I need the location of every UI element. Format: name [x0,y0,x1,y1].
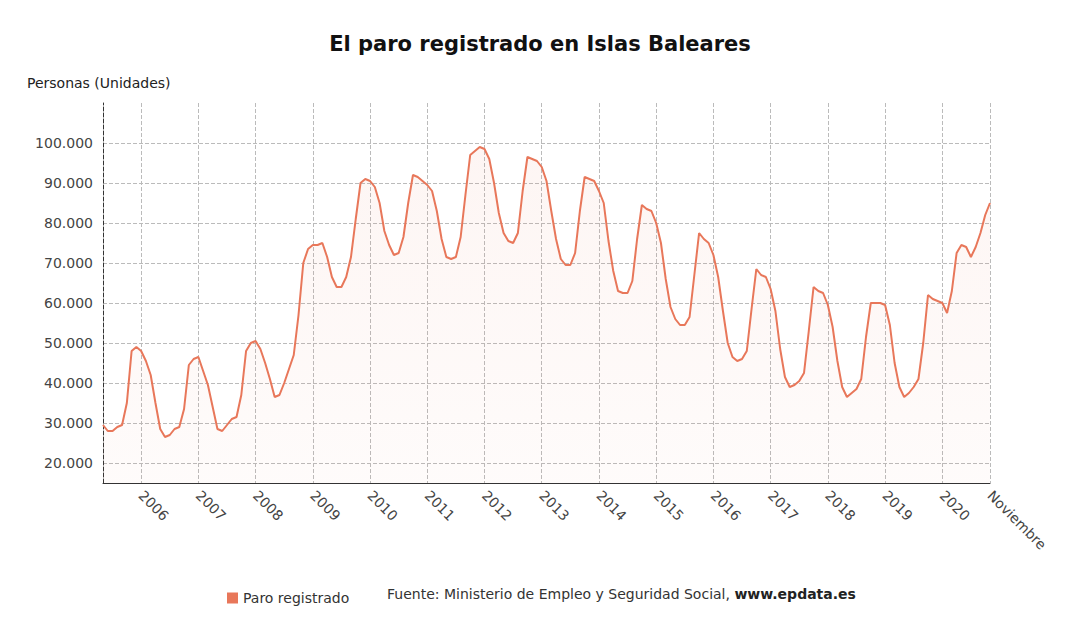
svg-text:70.000: 70.000 [44,255,93,271]
svg-text:El paro registrado en Islas Ba: El paro registrado en Islas Baleares [329,32,751,56]
svg-text:2007: 2007 [193,487,229,523]
svg-text:www.epdata.es: www.epdata.es [734,586,856,602]
svg-text:90.000: 90.000 [44,175,93,191]
svg-text:2017: 2017 [765,487,801,523]
svg-text:100.000: 100.000 [35,135,93,151]
svg-text:Noviembre: Noviembre [984,487,1049,552]
svg-text:2009: 2009 [307,487,343,523]
svg-text:20.000: 20.000 [44,455,93,471]
svg-text:40.000: 40.000 [44,375,93,391]
svg-text:2020: 2020 [937,487,973,523]
svg-text:2011: 2011 [422,487,458,523]
svg-text:2012: 2012 [479,487,515,523]
svg-text:30.000: 30.000 [44,415,93,431]
svg-text:2015: 2015 [651,487,687,523]
svg-text:Fuente: Ministerio de Empleo y: Fuente: Ministerio de Empleo y Seguridad… [387,586,730,602]
svg-text:2010: 2010 [364,487,400,523]
svg-text:2019: 2019 [879,487,915,523]
svg-text:2016: 2016 [708,487,745,524]
svg-text:2018: 2018 [822,487,858,523]
svg-text:Personas (Unidades): Personas (Unidades) [27,75,171,91]
svg-text:2014: 2014 [593,487,630,524]
svg-text:2006: 2006 [135,487,172,524]
svg-text:2013: 2013 [536,487,572,523]
svg-text:2008: 2008 [250,487,286,523]
svg-text:80.000: 80.000 [44,215,93,231]
svg-text:60.000: 60.000 [44,295,93,311]
svg-text:Paro registrado: Paro registrado [243,590,349,606]
svg-text:50.000: 50.000 [44,335,93,351]
